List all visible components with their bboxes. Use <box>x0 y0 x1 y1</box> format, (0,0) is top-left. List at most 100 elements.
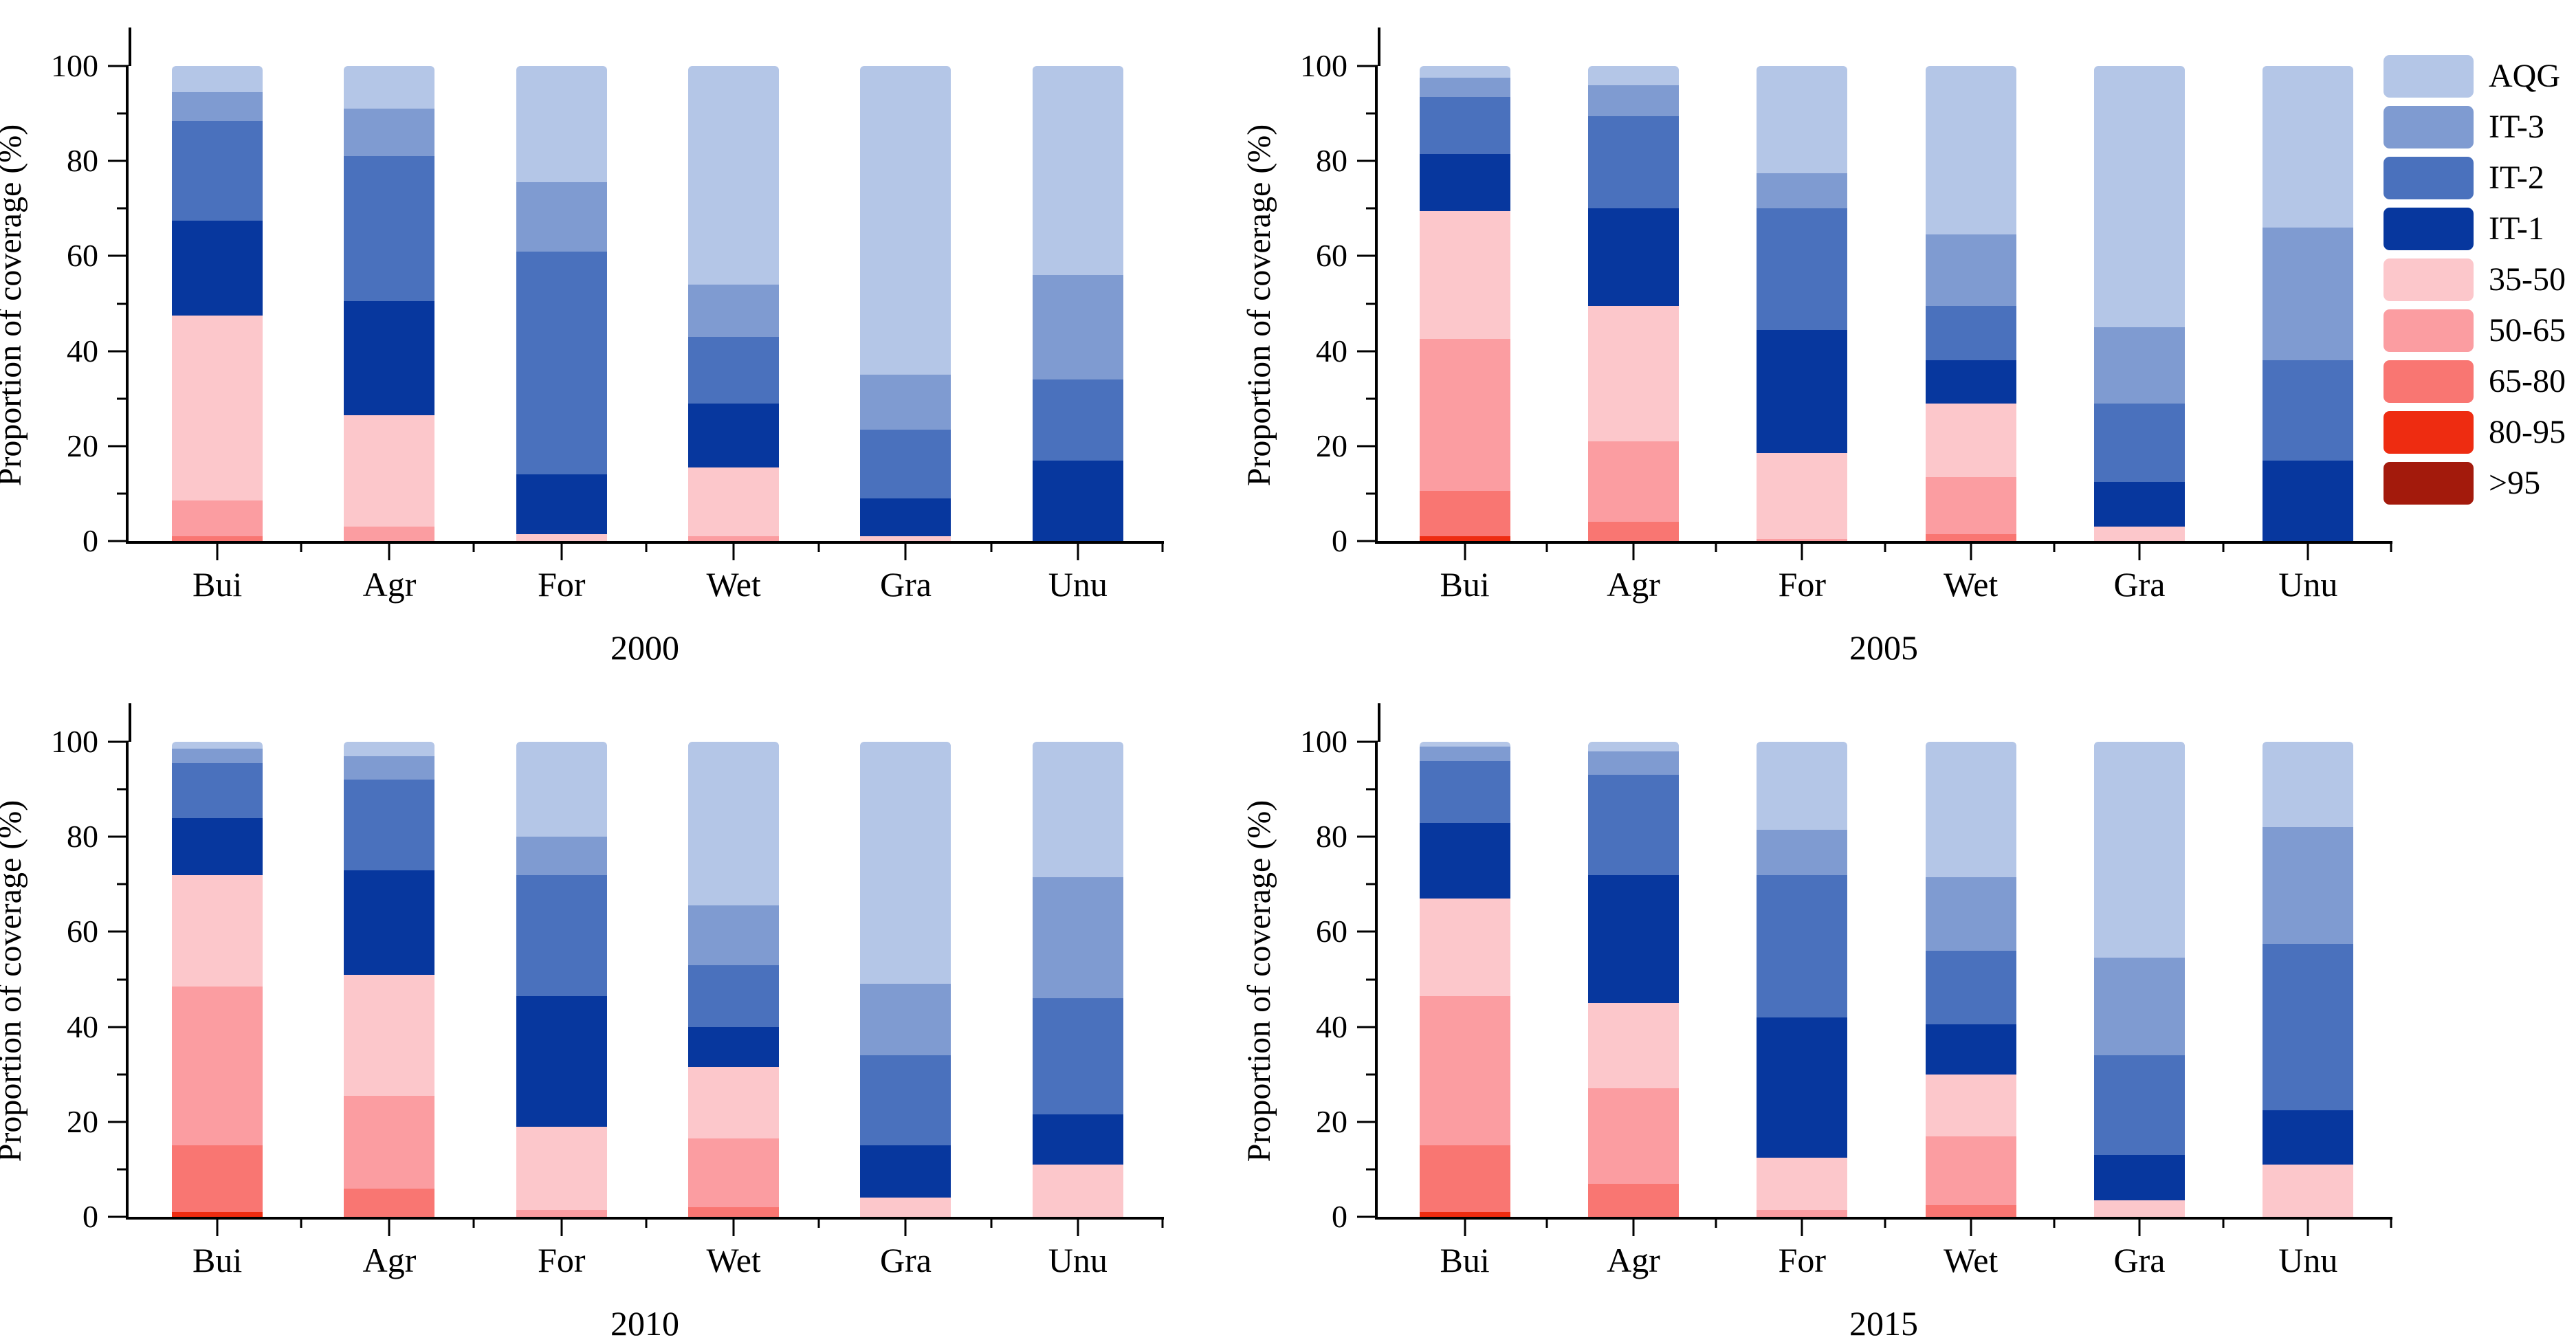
legend-label-it-2: IT-2 <box>2489 159 2544 196</box>
bar-segment-it-1 <box>860 1145 951 1198</box>
category-label-wet: Wet <box>1944 565 1999 604</box>
x-axis-tick-for <box>1801 1217 1803 1236</box>
category-label-wet: Wet <box>706 1241 761 1279</box>
bar-segment-65-80 <box>1419 1145 1510 1213</box>
category-slot-wet: Wet <box>1886 742 2055 1277</box>
bar-segment-35-50 <box>1757 453 1848 539</box>
category-slot-unu: Unu <box>2224 66 2392 602</box>
bar-unu-2005 <box>2263 66 2354 541</box>
category-slot-bui: Bui <box>131 66 303 602</box>
bar-segment-it-1 <box>2263 1110 2354 1165</box>
x-axis-minor-tick <box>472 541 475 552</box>
bar-segment-it-3 <box>688 905 780 965</box>
bar-segment-it-2 <box>1925 951 2016 1025</box>
bar-segment-aqg <box>1757 742 1848 830</box>
bar-segment-50-65 <box>1757 1209 1848 1217</box>
category-label-for: For <box>538 1241 586 1279</box>
y-axis-tick-label-20: 20 <box>67 428 98 463</box>
y-axis-tick-30 <box>1366 1073 1378 1076</box>
y-axis-tick-90 <box>1366 112 1378 115</box>
bar-segment-35-50 <box>860 536 951 541</box>
legend-label-aqg: AQG <box>2489 58 2560 94</box>
y-axis-tick-label-60: 60 <box>67 238 98 274</box>
bar-segment-it-1 <box>516 995 607 1127</box>
bar-segment-50-65 <box>1757 538 1848 541</box>
y-axis-tick-60 <box>1357 930 1378 933</box>
bar-segment-it-3 <box>1587 85 1679 116</box>
y-axis-tick-0 <box>1357 540 1378 542</box>
bars-2000: Bui Agr For Wet Gra Unu <box>131 66 1164 602</box>
bar-segment-it-1 <box>1419 822 1510 899</box>
x-axis-tick-unu <box>1077 1217 1079 1236</box>
bars-2005: Bui Agr For Wet Gra Unu <box>1380 66 2392 602</box>
y-axis-tick-label-40: 40 <box>1316 1009 1347 1044</box>
y-axis-tick-100 <box>1357 740 1378 743</box>
bar-segment-35-50 <box>688 1067 780 1138</box>
y-axis-tick-0 <box>108 1215 129 1218</box>
category-label-unu: Unu <box>1048 565 1108 604</box>
category-label-agr: Agr <box>1607 565 1660 604</box>
bar-segment-aqg <box>1587 742 1679 751</box>
bar-segment-it-3 <box>1032 877 1123 999</box>
bar-segment-65-80 <box>1925 1204 2016 1217</box>
y-axis-tick-label-40: 40 <box>67 333 98 368</box>
x-axis-tick-agr <box>1632 541 1635 560</box>
y-axis-tick-label-0: 0 <box>1332 523 1347 558</box>
bar-segment-it-1 <box>2093 1155 2185 1200</box>
bar-segment-it-1 <box>172 817 263 875</box>
y-axis-tick-30 <box>1366 397 1378 400</box>
bar-segment-aqg <box>1419 66 1510 78</box>
category-slot-bui: Bui <box>1380 742 1549 1277</box>
y-axis-tick-label-20: 20 <box>1316 428 1347 463</box>
category-slot-bui: Bui <box>1380 66 1549 602</box>
y-axis-tick-10 <box>117 492 129 495</box>
bar-segment-it-2 <box>860 1055 951 1146</box>
bar-segment-it-3 <box>1925 877 2016 951</box>
x-axis-minor-tick <box>2053 1217 2056 1228</box>
bar-segment-80-95 <box>1419 536 1510 541</box>
y-axis-tick-20 <box>1357 445 1378 448</box>
bar-segment-it-1 <box>516 474 607 534</box>
y-axis-tick-70 <box>117 207 129 210</box>
category-slot-gra: Gra <box>2055 742 2223 1277</box>
bar-segment-35-50 <box>516 533 607 541</box>
bar-segment-50-65 <box>172 500 263 537</box>
bar-segment-35-50 <box>1587 1003 1679 1089</box>
category-label-unu: Unu <box>1048 1241 1108 1279</box>
bar-segment-50-65 <box>1419 995 1510 1146</box>
bar-for-2000 <box>516 66 607 541</box>
bar-segment-aqg <box>2263 742 2354 828</box>
bar-segment-50-65 <box>1925 1136 2016 1205</box>
bar-segment-it-2 <box>344 156 435 302</box>
y-axis-tick-label-100: 100 <box>51 48 98 83</box>
bar-segment-it-2 <box>1032 998 1123 1115</box>
y-axis-tick-label-80: 80 <box>1316 819 1347 855</box>
category-label-wet: Wet <box>706 565 761 604</box>
plot-area-2015: 0 20 40 60 80 100 Bui Agr For Wet Gra Unu <box>1300 703 2392 1277</box>
legend-swatch-35-50 <box>2384 258 2474 301</box>
bar-segment-35-50 <box>1757 1157 1848 1210</box>
bar-for-2010 <box>516 742 607 1217</box>
bar-segment-it-3 <box>1587 751 1679 775</box>
category-label-unu: Unu <box>2278 1241 2338 1279</box>
bar-segment-35-50 <box>344 415 435 527</box>
bar-segment-aqg <box>1757 66 1848 173</box>
y-axis-tick-20 <box>108 1121 129 1123</box>
y-axis-tick-50 <box>117 302 129 305</box>
bar-segment-it-2 <box>516 874 607 996</box>
bar-segment-aqg <box>860 66 951 375</box>
bar-segment-aqg <box>1587 66 1679 85</box>
x-axis-tick-agr <box>1632 1217 1635 1236</box>
x-axis-minor-tick <box>1884 541 1886 552</box>
x-axis-tick-gra <box>904 1217 907 1236</box>
y-axis-tick-label-60: 60 <box>1316 914 1347 949</box>
category-slot-gra: Gra <box>819 66 991 602</box>
category-label-for: For <box>538 565 586 604</box>
bar-segment-it-2 <box>344 780 435 870</box>
bar-segment-35-50 <box>688 467 780 537</box>
bar-segment-65-80 <box>1587 1183 1679 1217</box>
x-axis-tick-wet <box>732 1217 735 1236</box>
y-axis-tick-70 <box>1366 207 1378 210</box>
bar-bui-2005 <box>1419 66 1510 541</box>
x-axis-tick-bui <box>1464 1217 1466 1236</box>
